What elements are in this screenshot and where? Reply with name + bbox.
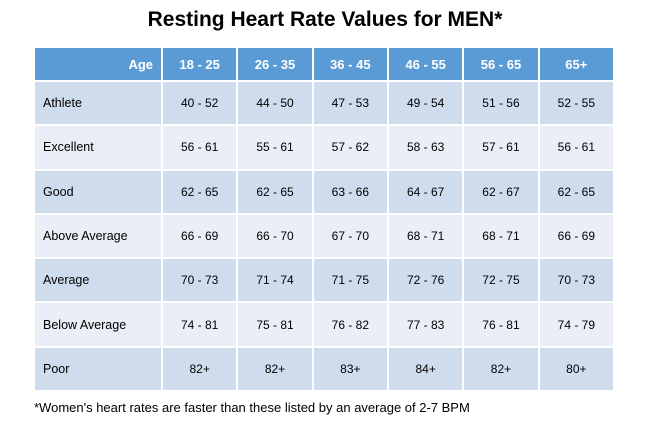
heart-rate-cell: 82+: [163, 347, 237, 390]
heart-rate-cell: 72 - 76: [388, 259, 463, 302]
heart-rate-cell: 56 - 61: [539, 126, 613, 169]
chart-title: Resting Heart Rate Values for MEN*: [147, 8, 503, 31]
heart-rate-cell: 66 - 69: [163, 214, 237, 258]
table-row: Average 70 - 73 71 - 74 71 - 75 72 - 76 72 - …: [35, 259, 613, 302]
table-row: Excellent 56 - 61 55 - 61 57 - 62 58 - 63 57 …: [35, 126, 613, 169]
heart-rate-cell: 44 - 50: [238, 82, 312, 125]
heart-rate-cell: 62 - 67: [464, 170, 538, 213]
footnote: *Women's heart rates are faster than the…: [34, 400, 470, 415]
heart-rate-cell: 80+: [539, 347, 613, 390]
age-column-header: 56 - 65: [464, 48, 538, 80]
table-row: Good 62 - 65 62 - 65 63 - 66 64 - 67 62 - 67 6…: [35, 170, 613, 213]
heart-rate-cell: 74 - 81: [163, 303, 237, 346]
row-label: Average: [35, 259, 161, 302]
table-row: Athlete 40 - 52 44 - 50 47 - 53 49 - 54 51 - …: [35, 82, 613, 125]
heart-rate-cell: 52 - 55: [539, 82, 613, 125]
heart-rate-cell: 70 - 73: [539, 259, 613, 302]
heart-rate-cell: 47 - 53: [313, 82, 387, 125]
heart-rate-cell: 68 - 71: [464, 214, 538, 258]
table-row: Above Average 66 - 69 66 - 70 67 - 70 68 - 7…: [35, 214, 613, 258]
age-column-header: 46 - 55: [388, 48, 463, 80]
heart-rate-cell: 57 - 61: [464, 126, 538, 169]
heart-rate-cell: 58 - 63: [388, 126, 463, 169]
age-column-header: 65+: [539, 48, 613, 80]
age-header: Age: [35, 48, 161, 80]
table-row: Below Average 74 - 81 75 - 81 76 - 82 77 - 8…: [35, 303, 613, 346]
heart-rate-cell: 51 - 56: [464, 82, 538, 125]
heart-rate-cell: 71 - 75: [313, 259, 387, 302]
heart-rate-cell: 71 - 74: [238, 259, 312, 302]
heart-rate-cell: 84+: [388, 347, 463, 390]
heart-rate-table: Age 18 - 25 26 - 35 36 - 45 46 - 55 56 - 65 6…: [33, 46, 615, 392]
age-column-header: 18 - 25: [163, 48, 237, 80]
heart-rate-cell: 64 - 67: [388, 170, 463, 213]
heart-rate-cell: 66 - 69: [539, 214, 613, 258]
heart-rate-cell: 62 - 65: [163, 170, 237, 213]
heart-rate-table-container: Age 18 - 25 26 - 35 36 - 45 46 - 55 56 - 65 6…: [33, 46, 615, 392]
heart-rate-cell: 74 - 79: [539, 303, 613, 346]
heart-rate-cell: 57 - 62: [313, 126, 387, 169]
row-label: Athlete: [35, 82, 161, 125]
heart-rate-cell: 82+: [238, 347, 312, 390]
heart-rate-cell: 83+: [313, 347, 387, 390]
heart-rate-cell: 68 - 71: [388, 214, 463, 258]
heart-rate-cell: 76 - 82: [313, 303, 387, 346]
table-header-row: Age 18 - 25 26 - 35 36 - 45 46 - 55 56 - 65 6…: [35, 48, 613, 80]
row-label: Below Average: [35, 303, 161, 346]
heart-rate-cell: 56 - 61: [163, 126, 237, 169]
heart-rate-cell: 75 - 81: [238, 303, 312, 346]
heart-rate-cell: 77 - 83: [388, 303, 463, 346]
row-label: Poor: [35, 347, 161, 390]
heart-rate-cell: 55 - 61: [238, 126, 312, 169]
heart-rate-cell: 82+: [464, 347, 538, 390]
table-row: Poor 82+ 82+ 83+ 84+ 82+ 80+: [35, 347, 613, 390]
heart-rate-cell: 49 - 54: [388, 82, 463, 125]
heart-rate-cell: 40 - 52: [163, 82, 237, 125]
row-label: Good: [35, 170, 161, 213]
row-label: Excellent: [35, 126, 161, 169]
heart-rate-cell: 72 - 75: [464, 259, 538, 302]
table-body: Athlete 40 - 52 44 - 50 47 - 53 49 - 54 51 - …: [35, 82, 613, 390]
heart-rate-cell: 70 - 73: [163, 259, 237, 302]
age-column-header: 26 - 35: [238, 48, 312, 80]
age-column-header: 36 - 45: [313, 48, 387, 80]
heart-rate-cell: 76 - 81: [464, 303, 538, 346]
heart-rate-cell: 67 - 70: [313, 214, 387, 258]
heart-rate-cell: 62 - 65: [539, 170, 613, 213]
heart-rate-cell: 63 - 66: [313, 170, 387, 213]
heart-rate-cell: 66 - 70: [238, 214, 312, 258]
row-label: Above Average: [35, 214, 161, 258]
heart-rate-cell: 62 - 65: [238, 170, 312, 213]
